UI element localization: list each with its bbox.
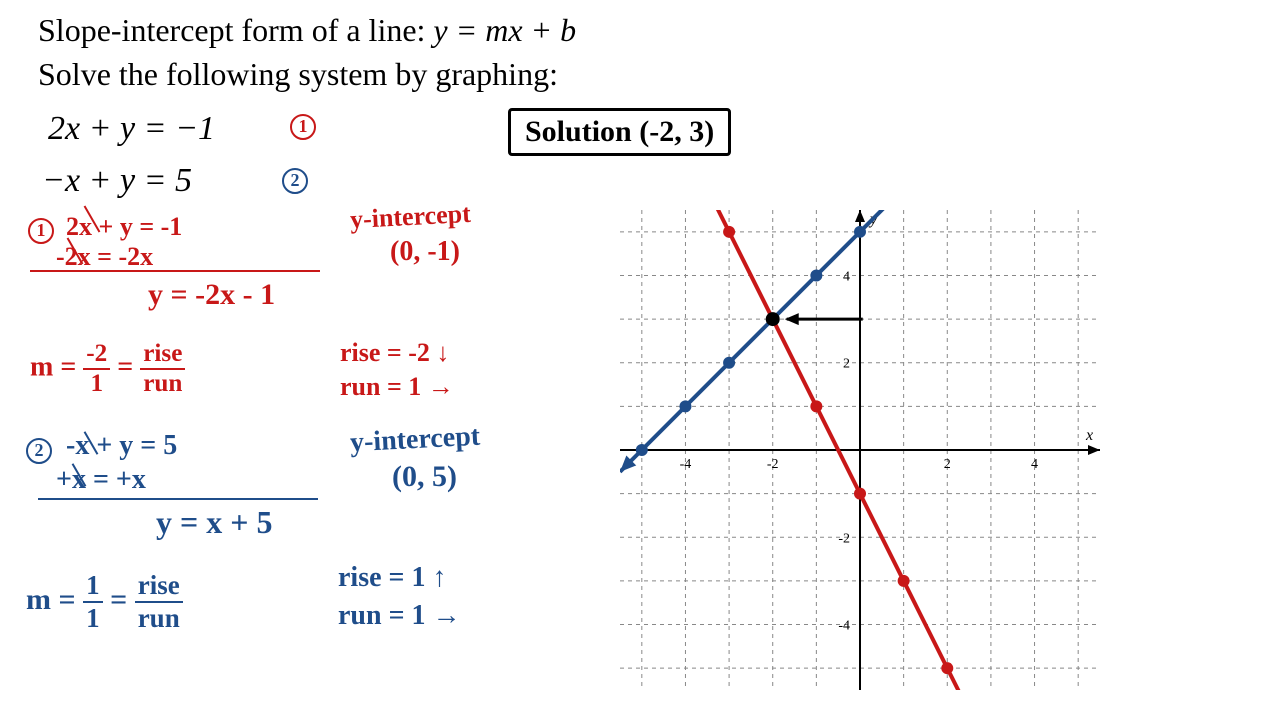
eq1-marker: 1 xyxy=(290,114,316,140)
work2-l2: +x = +x xyxy=(56,464,146,496)
svg-text:-4: -4 xyxy=(838,619,850,634)
work1-m: m = xyxy=(30,351,83,382)
svg-text:-2: -2 xyxy=(767,457,779,472)
work1-l1: 2x + y = -1 xyxy=(66,212,182,242)
circled-one-icon: 1 xyxy=(290,114,316,140)
work2-yint-val: (0, 5) xyxy=(392,460,457,494)
work2-rule xyxy=(38,498,318,500)
coordinate-graph: -4-224-4-224xy xyxy=(620,210,1100,690)
work1-rule xyxy=(30,270,320,272)
work2-m: m = xyxy=(26,583,83,616)
solution-text: Solution (-2, 3) xyxy=(525,115,714,148)
equation-1: 2x + y = −1 xyxy=(48,110,215,148)
svg-text:4: 4 xyxy=(843,269,850,284)
formula: y = mx + b xyxy=(433,12,576,48)
work1-yint-val: (0, -1) xyxy=(390,236,460,268)
header-label: Slope-intercept form of a line: xyxy=(38,12,433,48)
svg-text:2: 2 xyxy=(843,357,850,372)
circled-two-icon: 2 xyxy=(282,168,308,194)
equation-2: −x + y = 5 xyxy=(42,162,192,200)
svg-text:2: 2 xyxy=(944,457,951,472)
work1-marker: 1 xyxy=(28,218,54,244)
work1-eq: = xyxy=(117,351,140,382)
header-line1: Slope-intercept form of a line: y = mx +… xyxy=(38,12,576,49)
work1-rise-val: rise = -2 ↓ xyxy=(340,338,449,368)
work2-slope: m = 1 1 = rise run xyxy=(26,570,183,634)
svg-text:-2: -2 xyxy=(838,531,850,546)
svg-text:4: 4 xyxy=(1031,457,1038,472)
work2-marker: 2 xyxy=(26,438,52,464)
svg-text:-4: -4 xyxy=(680,457,692,472)
work2-riserun-frac: rise run xyxy=(135,570,183,634)
work1-slope: m = -2 1 = rise run xyxy=(30,340,185,398)
eq2-marker: 2 xyxy=(282,168,308,194)
work1-riserun-frac: rise run xyxy=(140,340,185,398)
work1-slope-frac: -2 1 xyxy=(83,340,110,398)
solution-box: Solution (-2, 3) xyxy=(508,108,731,156)
work2-run-val: run = 1 → xyxy=(338,600,461,632)
work2-yint-label: y-intercept xyxy=(349,421,481,460)
circled-one-icon: 1 xyxy=(28,218,54,244)
work2-l3: y = x + 5 xyxy=(156,504,272,541)
work2-l1: -x + y = 5 xyxy=(66,430,177,462)
header-line2: Solve the following system by graphing: xyxy=(38,56,558,93)
work1-run-val: run = 1 → xyxy=(340,372,454,402)
work1-l3: y = -2x - 1 xyxy=(148,278,275,312)
work2-slope-frac: 1 1 xyxy=(83,570,103,634)
work2-eq: = xyxy=(110,583,135,616)
circled-two-icon: 2 xyxy=(26,438,52,464)
work1-yint-label: y-intercept xyxy=(349,199,471,235)
work2-rise-val: rise = 1 ↑ xyxy=(338,562,447,594)
svg-text:x: x xyxy=(1085,427,1093,444)
